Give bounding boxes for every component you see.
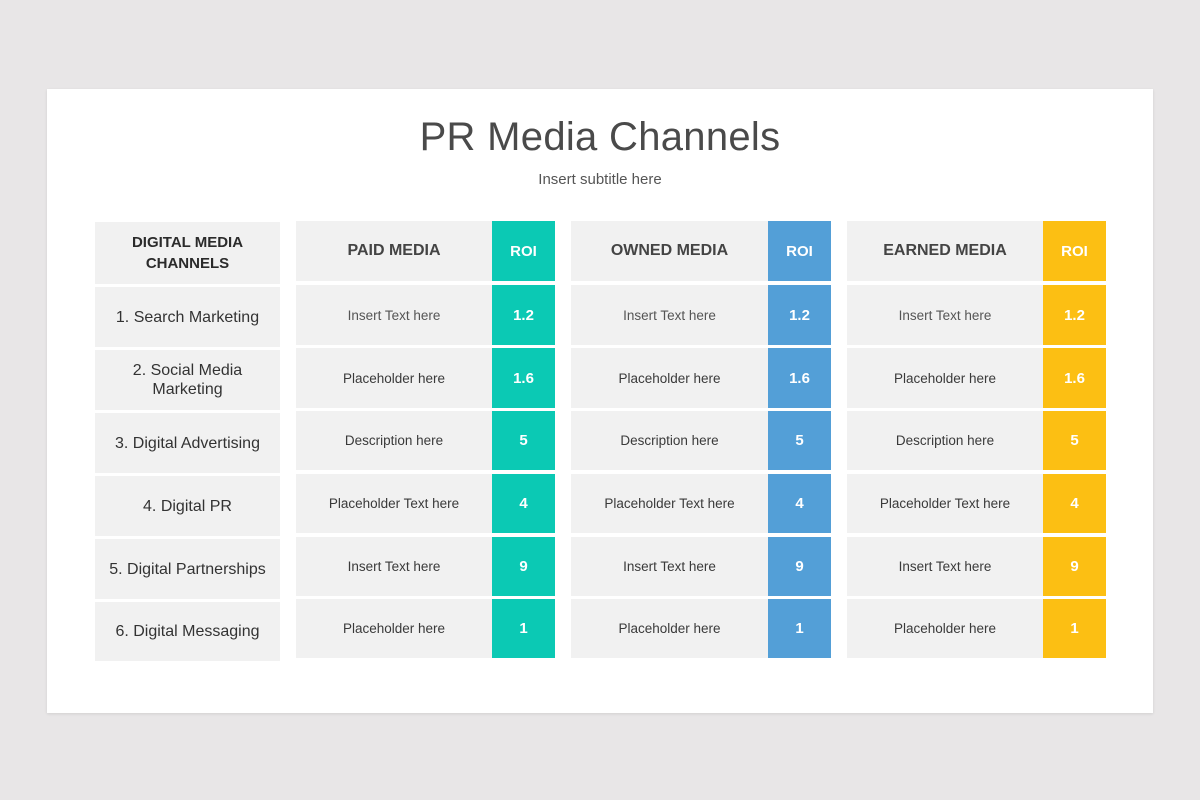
owned-row-5-roi: 9: [768, 537, 831, 596]
paid-row-3-text: Description here: [296, 411, 492, 470]
owned-roi-header: ROI: [768, 221, 831, 281]
channel-row-4: 4. Digital PR: [95, 476, 280, 536]
earned-row-5-text: Insert Text here: [847, 537, 1043, 596]
owned-row-1-text: Insert Text here: [571, 285, 768, 345]
earned-row-1-roi: 1.2: [1043, 285, 1106, 345]
paid-row-4-text: Placeholder Text here: [296, 474, 492, 533]
earned-row-5-roi: 9: [1043, 537, 1106, 596]
earned-roi-header: ROI: [1043, 221, 1106, 281]
paid-row-6-text: Placeholder here: [296, 599, 492, 658]
owned-row-2-text: Placeholder here: [571, 348, 768, 408]
channel-row-3: 3. Digital Advertising: [95, 413, 280, 473]
paid-row-5-text: Insert Text here: [296, 537, 492, 596]
earned-row-6-roi: 1: [1043, 599, 1106, 658]
paid-row-3-roi: 5: [492, 411, 555, 470]
earned-row-4-text: Placeholder Text here: [847, 474, 1043, 533]
paid-row-2-roi: 1.6: [492, 348, 555, 408]
earned-row-6-text: Placeholder here: [847, 599, 1043, 658]
owned-row-4-roi: 4: [768, 474, 831, 533]
channels-header-line2: CHANNELS: [145, 255, 230, 272]
owned-row-3-roi: 5: [768, 411, 831, 470]
paid-row-2-text: Placeholder here: [296, 348, 492, 408]
paid-row-1-roi: 1.2: [492, 285, 555, 345]
owned-row-5-text: Insert Text here: [571, 537, 768, 596]
paid-row-5-roi: 9: [492, 537, 555, 596]
channel-row-5: 5. Digital Partnerships: [95, 539, 280, 599]
owned-row-2-roi: 1.6: [768, 348, 831, 408]
channel-row-2-line2: Marketing: [152, 381, 223, 398]
earned-row-3-text: Description here: [847, 411, 1043, 470]
slide-card: PR Media Channels Insert subtitle here D…: [47, 89, 1153, 713]
owned-media-header: OWNED MEDIA: [571, 221, 768, 281]
channel-row-1: 1. Search Marketing: [95, 287, 280, 347]
earned-row-4-roi: 4: [1043, 474, 1106, 533]
paid-row-1-text: Insert Text here: [296, 285, 492, 345]
earned-row-3-roi: 5: [1043, 411, 1106, 470]
channels-header: DIGITAL MEDIA CHANNELS: [95, 222, 280, 284]
owned-row-3-text: Description here: [571, 411, 768, 470]
owned-row-1-roi: 1.2: [768, 285, 831, 345]
paid-media-header: PAID MEDIA: [296, 221, 492, 281]
earned-row-2-text: Placeholder here: [847, 348, 1043, 408]
channel-row-6: 6. Digital Messaging: [95, 602, 280, 661]
slide-subtitle: Insert subtitle here: [538, 171, 662, 188]
paid-roi-header: ROI: [492, 221, 555, 281]
paid-row-4-roi: 4: [492, 474, 555, 533]
earned-media-header: EARNED MEDIA: [847, 221, 1043, 281]
owned-row-4-text: Placeholder Text here: [571, 474, 768, 533]
channel-row-2-line1: 2. Social Media: [132, 362, 243, 379]
channel-row-2: 2. Social Media Marketing: [95, 350, 280, 410]
owned-row-6-roi: 1: [768, 599, 831, 658]
paid-row-6-roi: 1: [492, 599, 555, 658]
owned-row-6-text: Placeholder here: [571, 599, 768, 658]
slide-title: PR Media Channels: [419, 115, 781, 159]
earned-row-1-text: Insert Text here: [847, 285, 1043, 345]
channels-header-line1: DIGITAL MEDIA: [131, 234, 244, 251]
earned-row-2-roi: 1.6: [1043, 348, 1106, 408]
